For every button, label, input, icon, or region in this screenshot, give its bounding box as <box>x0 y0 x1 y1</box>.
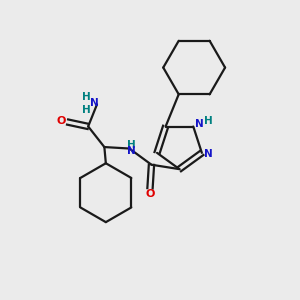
Text: O: O <box>145 189 155 199</box>
Text: H: H <box>82 92 91 102</box>
Text: N: N <box>204 149 213 159</box>
Text: H: H <box>128 140 136 150</box>
Text: H: H <box>82 105 91 115</box>
Text: N: N <box>128 146 136 157</box>
Text: N: N <box>90 98 99 108</box>
Text: O: O <box>56 116 66 126</box>
Text: H: H <box>204 116 212 126</box>
Text: N: N <box>195 119 204 129</box>
